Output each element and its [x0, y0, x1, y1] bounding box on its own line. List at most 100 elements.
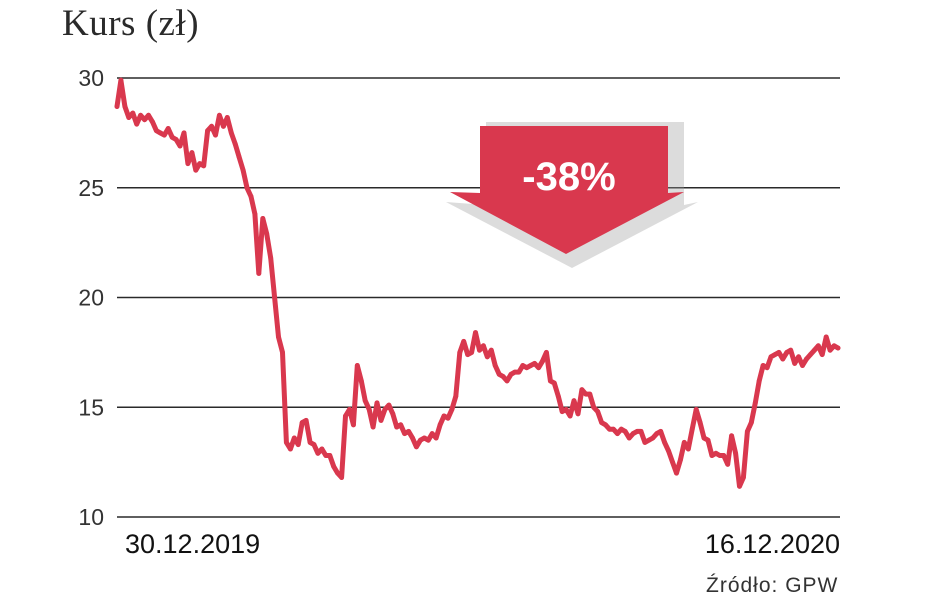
data-point — [615, 431, 620, 436]
data-point — [477, 347, 482, 353]
data-point — [804, 356, 809, 362]
data-point — [189, 150, 195, 156]
data-point — [276, 334, 281, 340]
data-point — [567, 413, 573, 419]
data-point — [228, 130, 234, 136]
data-point — [256, 271, 262, 276]
data-point — [465, 352, 471, 357]
data-point — [618, 426, 624, 432]
data-point — [410, 435, 415, 441]
data-point — [603, 422, 608, 428]
data-point — [429, 431, 435, 436]
x-axis-ticks: 30.12.2019 16.12.2020 — [125, 529, 840, 559]
data-point — [579, 387, 585, 393]
data-point — [177, 143, 183, 149]
data-point — [583, 391, 589, 397]
data-point — [378, 418, 384, 423]
data-point — [784, 350, 790, 355]
data-point — [319, 446, 325, 452]
data-point — [366, 407, 372, 412]
data-point — [520, 363, 526, 368]
y-axis-ticks: 10 15 20 25 30 — [78, 65, 104, 530]
data-point — [654, 431, 660, 436]
data-point — [441, 413, 447, 419]
data-point — [288, 446, 293, 452]
data-point — [622, 429, 628, 434]
data-point — [173, 137, 179, 142]
data-point — [607, 426, 612, 432]
data-point — [327, 453, 333, 458]
data-point — [382, 407, 388, 412]
data-point — [760, 363, 766, 368]
data-point — [488, 347, 494, 353]
data-point — [536, 365, 541, 371]
data-point — [197, 161, 203, 167]
y-tick-label-25: 25 — [78, 175, 104, 201]
data-point — [599, 420, 604, 425]
decline-percent-label: -38% — [522, 155, 615, 199]
data-point — [221, 123, 226, 129]
data-point — [406, 429, 411, 434]
data-point — [193, 167, 199, 173]
data-point — [638, 429, 644, 434]
data-point — [756, 378, 762, 384]
data-point — [248, 194, 254, 199]
data-point — [169, 134, 175, 140]
data-point — [414, 444, 419, 450]
data-point — [118, 77, 124, 83]
data-point — [745, 429, 750, 434]
data-point — [524, 365, 530, 371]
data-point — [295, 442, 301, 447]
grid-lines — [117, 77, 840, 518]
y-tick-label-10: 10 — [78, 504, 104, 530]
data-point — [272, 295, 277, 300]
data-point — [142, 117, 148, 123]
data-point — [540, 358, 545, 364]
data-point — [670, 459, 675, 465]
data-point — [674, 470, 679, 476]
data-point — [484, 354, 490, 360]
data-point — [575, 411, 581, 417]
data-point — [425, 437, 431, 443]
data-point — [461, 339, 467, 344]
data-point — [150, 119, 155, 125]
data-point — [244, 185, 250, 191]
data-point — [764, 365, 770, 371]
data-point — [217, 112, 222, 118]
data-point — [347, 407, 352, 412]
data-point — [752, 400, 758, 406]
data-point — [402, 431, 407, 436]
data-point — [650, 435, 656, 441]
data-point — [709, 453, 715, 458]
data-point — [134, 121, 140, 127]
data-point — [559, 409, 565, 414]
data-point — [737, 483, 742, 489]
decline-arrow-shape — [450, 126, 684, 254]
data-point — [165, 126, 171, 131]
data-point — [386, 402, 392, 408]
data-point — [252, 211, 258, 217]
data-point — [563, 407, 569, 412]
data-point — [146, 112, 151, 118]
data-point — [626, 435, 632, 441]
data-point — [185, 161, 191, 167]
data-point — [374, 400, 380, 406]
data-point — [307, 440, 313, 445]
data-point — [808, 352, 813, 357]
data-point — [496, 371, 502, 377]
y-tick-label-20: 20 — [78, 285, 104, 311]
data-point — [516, 369, 522, 375]
data-point — [126, 115, 132, 120]
data-point — [453, 393, 459, 399]
data-point — [181, 130, 187, 136]
data-point — [232, 141, 238, 147]
data-point — [729, 433, 734, 439]
data-point — [591, 404, 597, 410]
data-point — [678, 457, 683, 463]
series-points — [114, 77, 841, 489]
data-point — [213, 132, 218, 138]
data-point — [792, 361, 798, 366]
data-point — [658, 429, 664, 434]
data-point — [114, 104, 120, 109]
data-point — [315, 450, 321, 456]
